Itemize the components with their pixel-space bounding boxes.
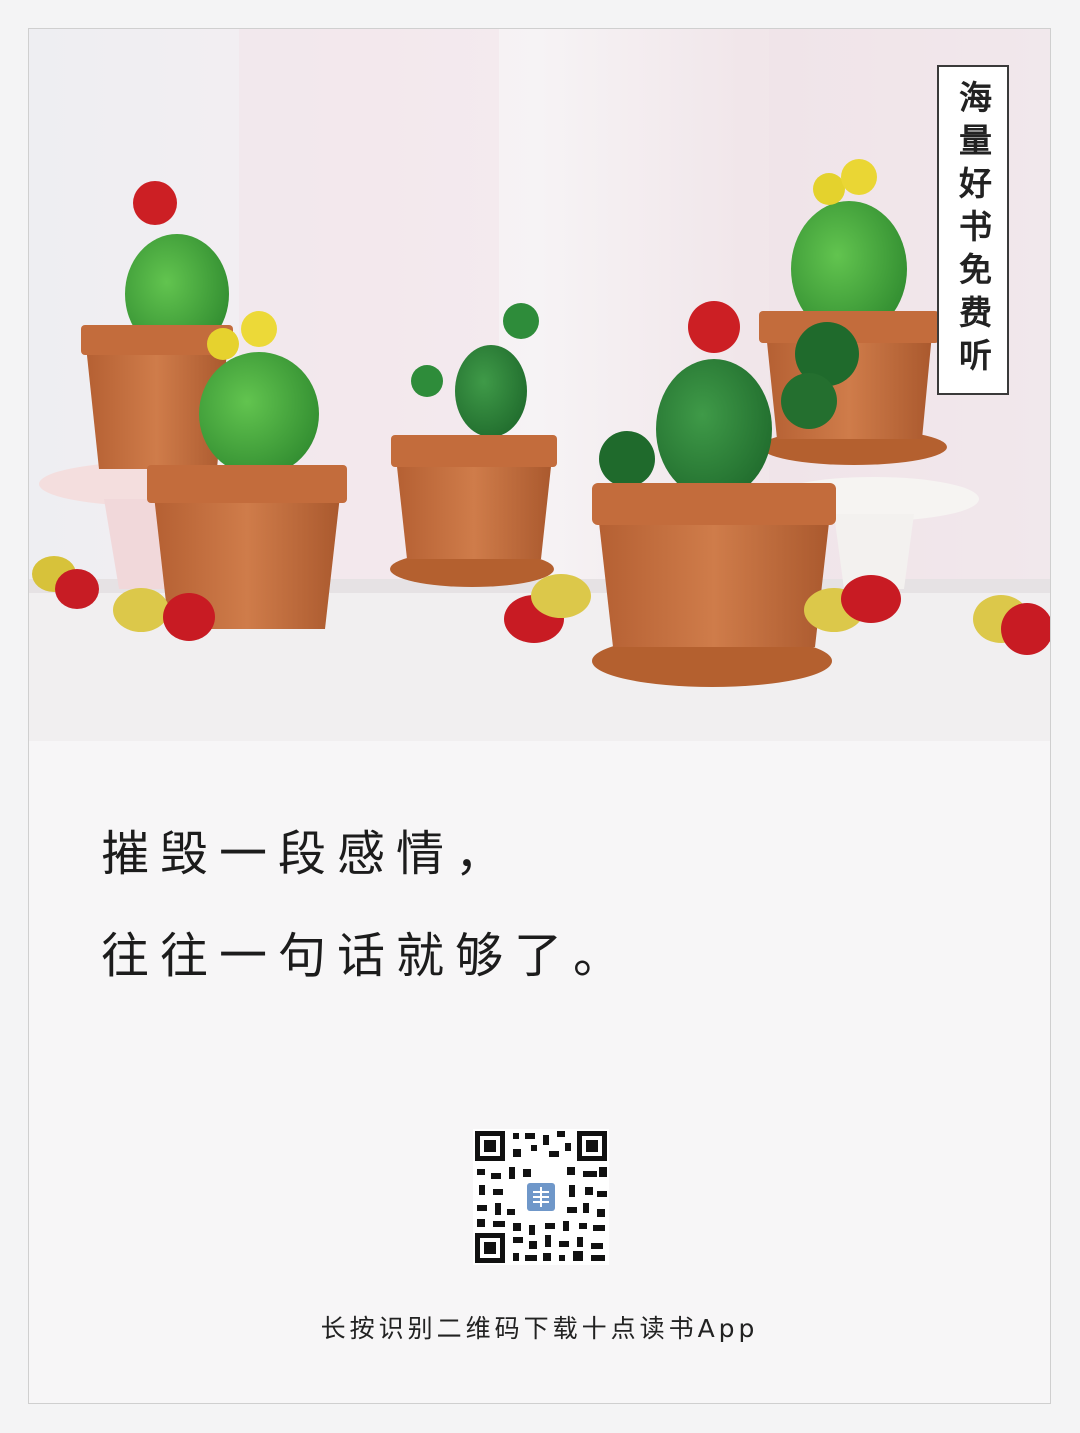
app-logo-icon bbox=[523, 1179, 559, 1215]
quote-line-1: 摧毁一段感情， bbox=[101, 826, 515, 882]
poster-card: 海量好书免费听 摧毁一段感情， 往往一句话就够了。 bbox=[28, 28, 1051, 1404]
cactus-photo bbox=[29, 29, 1050, 741]
free-books-tag[interactable]: 海量好书免费听 bbox=[937, 65, 1009, 395]
qr-code-icon[interactable] bbox=[473, 1129, 609, 1265]
quote-text: 摧毁一段感情， 往往一句话就够了。 bbox=[101, 829, 632, 981]
download-caption: 长按识别二维码下载十点读书App bbox=[320, 1314, 759, 1343]
free-books-tag-label: 海量好书免费听 bbox=[953, 79, 993, 381]
quote-line-2: 往往一句话就够了。 bbox=[101, 928, 633, 984]
